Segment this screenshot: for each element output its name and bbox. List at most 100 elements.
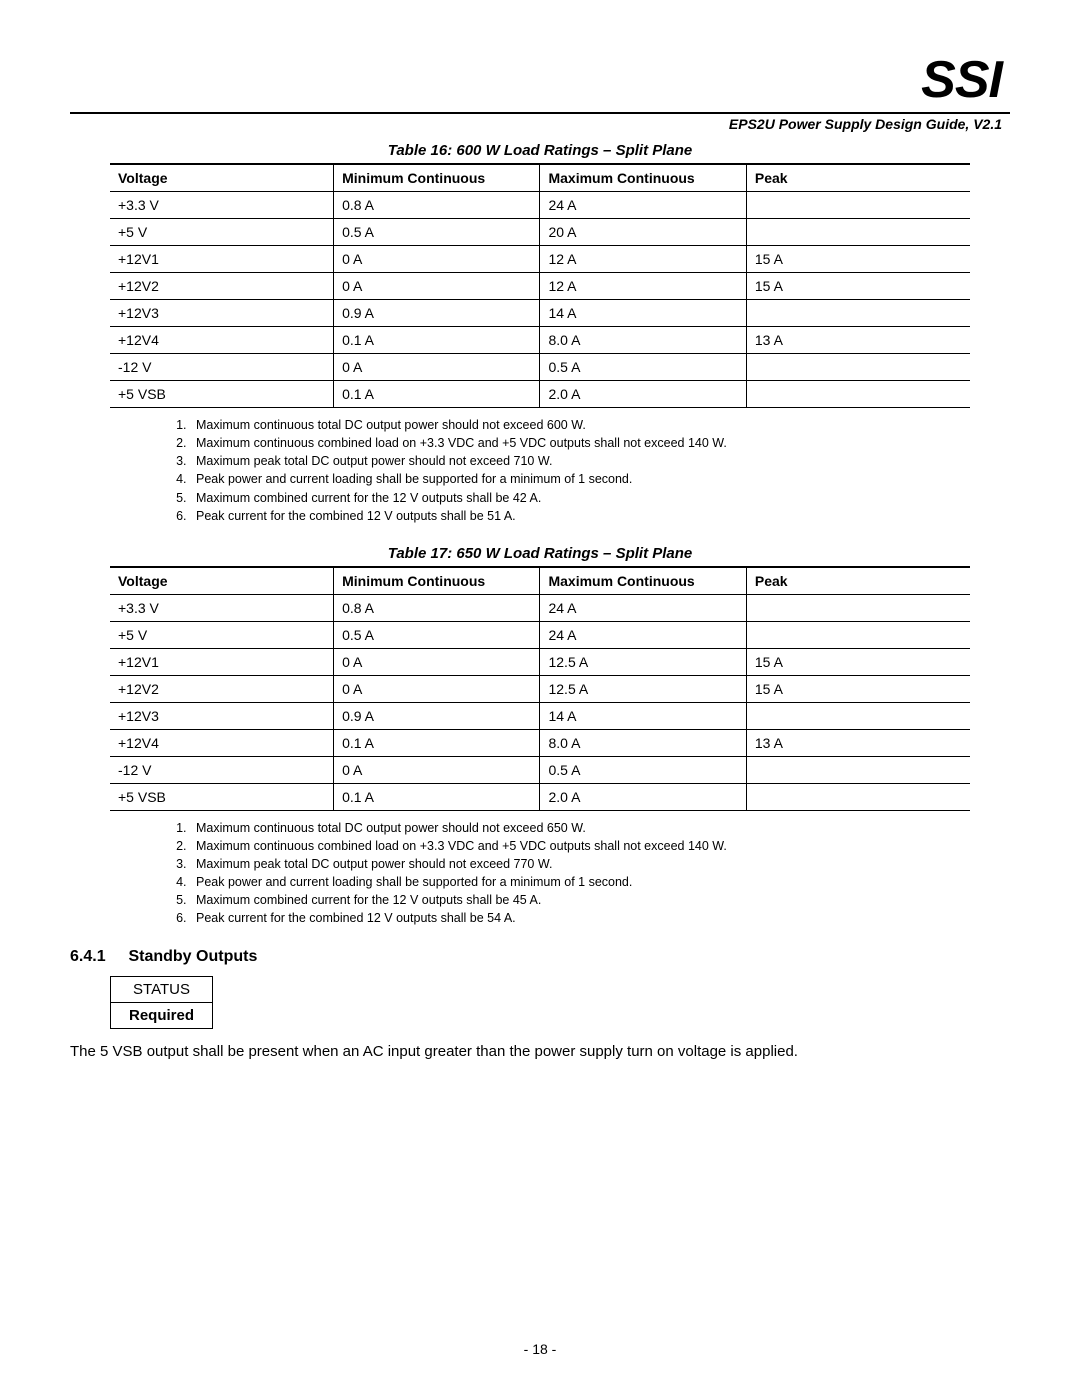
table-cell: +12V3 [110, 702, 334, 729]
table-cell: -12 V [110, 354, 334, 381]
table-row: +12V20 A12 A15 A [110, 273, 970, 300]
table-cell: 14 A [540, 702, 746, 729]
table-cell [746, 192, 970, 219]
table-cell: 8.0 A [540, 327, 746, 354]
table-cell: 0.1 A [334, 783, 540, 810]
table-row: +12V40.1 A8.0 A13 A [110, 327, 970, 354]
table-cell: 2.0 A [540, 783, 746, 810]
table-cell: 0.8 A [334, 192, 540, 219]
col-header: Maximum Continuous [540, 164, 746, 192]
page-number: - 18 - [0, 1341, 1080, 1357]
status-box: STATUS Required [110, 976, 213, 1029]
note-item: Maximum peak total DC output power shoul… [190, 855, 1010, 873]
col-header: Peak [746, 567, 970, 595]
table-cell: 24 A [540, 594, 746, 621]
note-item: Maximum continuous combined load on +3.3… [190, 837, 1010, 855]
section-heading: 6.4.1 Standby Outputs [70, 948, 1010, 966]
table-cell [746, 381, 970, 408]
note-item: Peak current for the combined 12 V outpu… [190, 909, 1010, 927]
table-cell: 0 A [334, 675, 540, 702]
table-cell [746, 621, 970, 648]
table-17-block: Table 17: 650 W Load Ratings – Split Pla… [110, 545, 970, 811]
table-cell: 0.9 A [334, 702, 540, 729]
table-row: +12V30.9 A14 A [110, 300, 970, 327]
section-title: Standby Outputs [128, 948, 257, 965]
body-paragraph: The 5 VSB output shall be present when a… [70, 1041, 1010, 1062]
table-cell: 15 A [746, 648, 970, 675]
table-row: +12V20 A12.5 A15 A [110, 675, 970, 702]
col-header: Maximum Continuous [540, 567, 746, 595]
table-cell: 24 A [540, 192, 746, 219]
table-cell: +12V1 [110, 246, 334, 273]
table-row: +5 VSB0.1 A2.0 A [110, 783, 970, 810]
table-cell: 12 A [540, 246, 746, 273]
note-item: Maximum continuous total DC output power… [190, 416, 1010, 434]
note-item: Peak current for the combined 12 V outpu… [190, 507, 1010, 525]
table-row: +3.3 V0.8 A24 A [110, 594, 970, 621]
table-16: Voltage Minimum Continuous Maximum Conti… [110, 163, 970, 408]
table-16-caption: Table 16: 600 W Load Ratings – Split Pla… [110, 142, 970, 159]
status-value: Required [111, 1003, 212, 1028]
table-cell: 0.1 A [334, 381, 540, 408]
note-item: Maximum combined current for the 12 V ou… [190, 489, 1010, 507]
table-16-notes: Maximum continuous total DC output power… [170, 416, 1010, 525]
table-row: +12V10 A12 A15 A [110, 246, 970, 273]
note-item: Peak power and current loading shall be … [190, 873, 1010, 891]
table-header-row: Voltage Minimum Continuous Maximum Conti… [110, 567, 970, 595]
header-rule [70, 112, 1010, 114]
table-cell: 20 A [540, 219, 746, 246]
table-cell: 0.5 A [334, 219, 540, 246]
table-cell: 12.5 A [540, 675, 746, 702]
table-cell: 12 A [540, 273, 746, 300]
table-cell: +12V3 [110, 300, 334, 327]
col-header: Voltage [110, 164, 334, 192]
table-cell: 0.1 A [334, 327, 540, 354]
table-cell: 13 A [746, 729, 970, 756]
section-number: 6.4.1 [70, 948, 124, 966]
table-cell [746, 756, 970, 783]
note-item: Maximum combined current for the 12 V ou… [190, 891, 1010, 909]
table-cell: +12V4 [110, 729, 334, 756]
table-cell: -12 V [110, 756, 334, 783]
table-row: +12V40.1 A8.0 A13 A [110, 729, 970, 756]
table-row: +5 V0.5 A20 A [110, 219, 970, 246]
table-cell: +5 V [110, 219, 334, 246]
table-row: +3.3 V0.8 A24 A [110, 192, 970, 219]
table-header-row: Voltage Minimum Continuous Maximum Conti… [110, 164, 970, 192]
table-cell [746, 219, 970, 246]
table-cell: +5 VSB [110, 381, 334, 408]
note-item: Peak power and current loading shall be … [190, 470, 1010, 488]
table-16-block: Table 16: 600 W Load Ratings – Split Pla… [110, 142, 970, 408]
table-cell: 15 A [746, 675, 970, 702]
table-cell: 13 A [746, 327, 970, 354]
table-cell: +12V4 [110, 327, 334, 354]
table-cell: 24 A [540, 621, 746, 648]
table-cell [746, 783, 970, 810]
table-row: +12V30.9 A14 A [110, 702, 970, 729]
table-cell: 2.0 A [540, 381, 746, 408]
table-cell: 0 A [334, 756, 540, 783]
col-header: Minimum Continuous [334, 164, 540, 192]
table-cell: +12V1 [110, 648, 334, 675]
table-cell [746, 354, 970, 381]
col-header: Peak [746, 164, 970, 192]
table-cell: +3.3 V [110, 192, 334, 219]
table-cell [746, 300, 970, 327]
table-cell: 15 A [746, 273, 970, 300]
table-row: +5 VSB0.1 A2.0 A [110, 381, 970, 408]
table-17-notes: Maximum continuous total DC output power… [170, 819, 1010, 928]
table-cell: 0.1 A [334, 729, 540, 756]
table-cell: 14 A [540, 300, 746, 327]
status-label: STATUS [111, 977, 212, 1003]
table-cell: +3.3 V [110, 594, 334, 621]
table-17-caption: Table 17: 650 W Load Ratings – Split Pla… [110, 545, 970, 562]
table-row: -12 V0 A0.5 A [110, 354, 970, 381]
table-cell: 0.9 A [334, 300, 540, 327]
note-item: Maximum peak total DC output power shoul… [190, 452, 1010, 470]
table-cell: 12.5 A [540, 648, 746, 675]
table-cell: 0.5 A [334, 621, 540, 648]
table-cell: +12V2 [110, 273, 334, 300]
note-item: Maximum continuous total DC output power… [190, 819, 1010, 837]
table-cell: 0 A [334, 648, 540, 675]
note-item: Maximum continuous combined load on +3.3… [190, 434, 1010, 452]
